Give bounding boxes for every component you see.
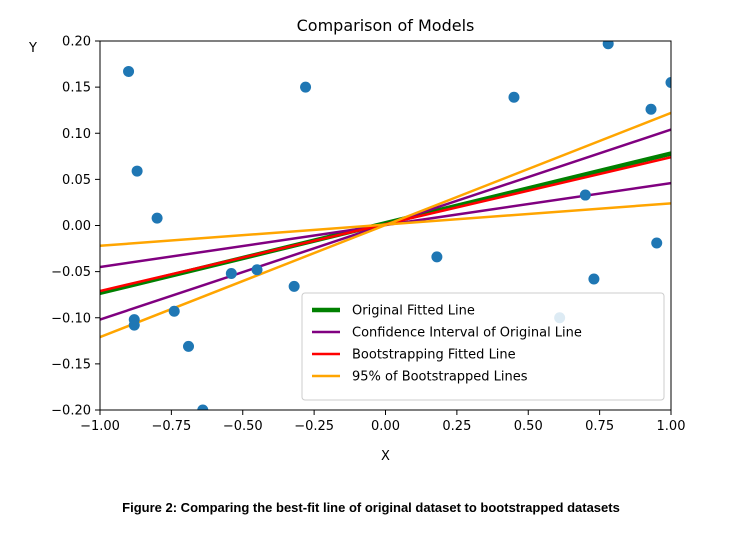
scatter-point-0 [123, 65, 135, 77]
scatter-point-7 [197, 404, 209, 410]
scatter-chart: Comparison of Models Y X −1.00 −0.75 −0.50… [28, 16, 685, 464]
x-tick-label: 0.75 [585, 419, 614, 434]
y-tick-label: −0.20 [51, 404, 91, 419]
x-tick-label: 0.25 [442, 419, 471, 434]
y-tick-label: 0.05 [62, 173, 91, 188]
x-tick-label: −0.25 [294, 419, 334, 434]
scatter-point-16 [588, 273, 600, 285]
scatter-point-10 [288, 280, 300, 292]
figure-caption: Figure 2: Comparing the best-fit line of… [122, 500, 620, 515]
scatter-point-11 [300, 81, 312, 93]
x-tick-label: 1.00 [657, 419, 686, 434]
scatter-point-20 [665, 77, 671, 89]
legend-label-2: Bootstrapping Fitted Line [352, 348, 516, 363]
legend-label-3: 95% of Bootstrapped Lines [352, 370, 528, 385]
scatter-point-1 [131, 165, 143, 177]
scatter-point-8 [225, 267, 237, 279]
y-tick-label: −0.15 [51, 357, 91, 372]
scatter-points [123, 41, 671, 410]
legend-label-1: Confidence Interval of Original Line [352, 326, 582, 341]
y-tick-label: −0.05 [51, 265, 91, 280]
x-tick-label: 0.00 [371, 419, 400, 434]
plot-area [100, 41, 671, 410]
scatter-point-19 [651, 237, 663, 249]
scatter-point-4 [128, 319, 140, 331]
y-axis-label: Y [28, 41, 37, 56]
series-line-5 [100, 202, 671, 248]
x-tick-label: −0.50 [223, 419, 263, 434]
scatter-point-18 [645, 103, 657, 115]
legend-label-0: Original Fitted Line [352, 304, 475, 319]
scatter-point-13 [508, 91, 520, 103]
scatter-point-2 [151, 212, 163, 224]
series-lines [100, 111, 671, 339]
x-axis-label: X [381, 449, 390, 464]
chart-title: Comparison of Models [297, 16, 475, 35]
x-tick-label: −1.00 [80, 419, 120, 434]
scatter-point-15 [579, 189, 591, 201]
y-axis-ticks: −0.20 −0.15 −0.10 −0.05 0.00 0.05 0.10 0.15 0.20 [51, 35, 100, 419]
y-tick-label: 0.20 [62, 35, 91, 50]
y-tick-label: 0.15 [62, 81, 91, 96]
x-tick-label: −0.75 [151, 419, 191, 434]
scatter-point-6 [183, 340, 195, 352]
x-tick-label: 0.50 [514, 419, 543, 434]
scatter-point-9 [251, 264, 263, 276]
legend-box [301, 292, 665, 401]
scatter-point-12 [431, 251, 443, 263]
legend: Original Fitted Line Confidence Interval … [301, 292, 665, 401]
y-tick-label: 0.10 [62, 127, 91, 142]
scatter-point-17 [602, 41, 614, 50]
x-axis-ticks: −1.00 −0.75 −0.50 −0.25 0.00 0.25 0.50 0.75 1.00 [80, 410, 685, 434]
scatter-point-5 [168, 305, 180, 317]
y-tick-label: −0.10 [51, 311, 91, 326]
y-tick-label: 0.00 [62, 219, 91, 234]
